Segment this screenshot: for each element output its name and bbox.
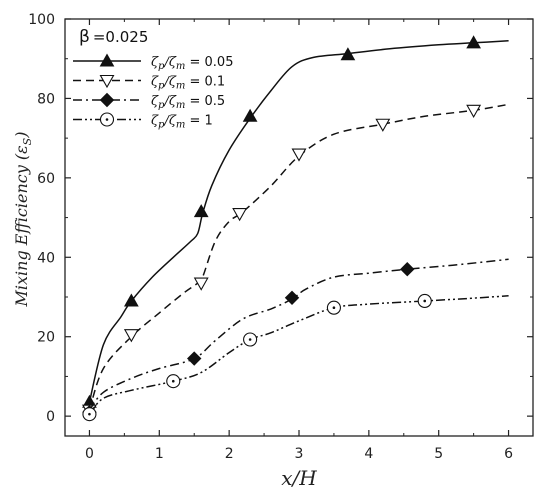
- legend-marker: [99, 92, 115, 108]
- series-layer: [82, 35, 509, 422]
- y-tick-label: 0: [46, 409, 55, 425]
- x-tick-label: 0: [85, 446, 94, 462]
- series-line: [88, 258, 509, 411]
- legend-marker: [99, 112, 115, 127]
- data-point: [82, 407, 97, 422]
- legend-label: ζp/ζm = 1: [151, 114, 213, 131]
- x-tick-label: 3: [295, 446, 304, 462]
- data-point: [340, 47, 356, 61]
- legend-entry-3: ζp/ζm = 0.5: [73, 92, 225, 111]
- series-line: [88, 103, 509, 411]
- legend-label: ζp/ζm = 0.5: [151, 94, 225, 111]
- x-tick-label: 6: [504, 446, 513, 462]
- data-point: [400, 261, 415, 277]
- legend-label: ζp/ζm = 0.1: [151, 75, 225, 92]
- data-point: [326, 300, 341, 315]
- legend-label: ζp/ζm = 0.05: [151, 55, 233, 72]
- y-tick-label: 20: [37, 330, 55, 346]
- data-point: [466, 104, 482, 118]
- data-point: [417, 293, 432, 309]
- y-tick-label: 40: [37, 250, 55, 266]
- beta-annotation: β =0.025: [79, 27, 148, 47]
- series-2: [82, 103, 509, 418]
- plot-area: [64, 18, 534, 437]
- legend-entry-2: ζp/ζm = 0.1: [73, 75, 225, 92]
- data-point: [166, 374, 181, 389]
- data-point: [193, 204, 209, 218]
- series-4: [82, 293, 509, 422]
- data-point: [284, 290, 300, 306]
- data-point: [291, 148, 307, 162]
- x-axis-title: x/H: [281, 466, 317, 490]
- series-line: [88, 295, 509, 415]
- legend-marker: [99, 53, 115, 67]
- y-tick-label: 100: [28, 12, 55, 28]
- legend-marker: [99, 74, 115, 89]
- data-point: [466, 35, 481, 49]
- x-tick-label: 4: [364, 446, 373, 462]
- data-point: [193, 277, 209, 291]
- data-point: [375, 118, 391, 132]
- data-point: [243, 332, 258, 347]
- data-point: [242, 108, 258, 122]
- data-point: [123, 329, 139, 343]
- x-tick-label: 5: [434, 446, 443, 462]
- plot-border: [64, 18, 534, 437]
- legend: ζp/ζm = 0.05 ζp/ζm = 0.1 ζp/ζm = 0.5 ζp/ζm …: [73, 53, 233, 131]
- x-tick-label: 1: [155, 446, 164, 462]
- data-point: [124, 293, 139, 307]
- y-tick-label: 80: [37, 91, 55, 107]
- data-point: [187, 351, 202, 366]
- series-1: [82, 35, 509, 408]
- y-tick-label: 60: [37, 171, 55, 187]
- legend-entry-4: ζp/ζm = 1: [73, 112, 213, 131]
- y-axis-title: Mixing Efficiency (εS): [12, 132, 34, 308]
- data-point: [232, 208, 248, 222]
- x-tick-label: 2: [225, 446, 234, 462]
- legend-entry-1: ζp/ζm = 0.05: [73, 53, 233, 72]
